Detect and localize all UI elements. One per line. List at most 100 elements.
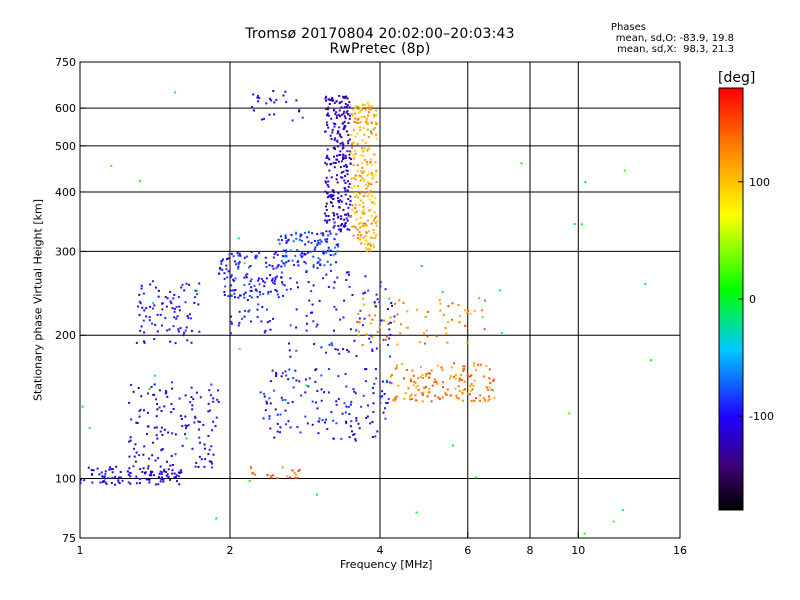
data-point [338,201,341,204]
data-point [165,305,168,308]
data-point [332,194,335,197]
data-point [380,319,383,322]
data-point [257,94,260,97]
data-point [179,414,182,417]
data-point [348,106,351,109]
data-point [362,195,365,198]
data-point [190,341,193,344]
data-point [256,295,259,298]
data-point [236,252,239,255]
data-point [335,154,338,157]
data-point [324,418,327,421]
data-point [353,211,356,214]
data-point [294,369,297,372]
data-point [310,241,313,244]
data-point [356,105,359,108]
data-point [270,476,273,479]
data-point [363,115,366,118]
data-point [174,91,177,94]
data-point [292,240,295,243]
data-point [332,109,335,112]
data-point [351,208,354,211]
data-point [350,420,353,423]
data-point [326,114,329,117]
data-point [324,190,327,193]
data-point [280,396,283,399]
data-point [157,457,160,460]
data-point [452,444,455,447]
data-point [280,239,283,242]
data-point [447,321,450,324]
data-point [134,460,137,463]
data-point [393,315,396,318]
data-point [343,127,346,130]
data-point [127,481,130,484]
data-point [375,293,378,296]
data-point [342,112,345,115]
data-point [327,185,330,188]
data-point [163,470,166,473]
data-point [227,295,230,298]
data-point [324,130,327,133]
data-point [258,277,261,280]
data-point [332,419,335,422]
data-point [367,114,370,117]
data-point [328,169,331,172]
data-point [139,302,142,305]
data-point [185,437,188,440]
data-point [459,315,462,318]
data-point [255,289,258,292]
data-point [457,397,460,400]
data-point [333,125,336,128]
data-point [244,309,247,312]
data-point [455,396,458,399]
data-point [339,228,342,231]
data-point [349,150,352,153]
data-point [156,313,159,316]
data-point [233,292,236,295]
colorbar-tick-label: 100 [749,176,770,189]
data-point [283,264,286,267]
data-point [153,426,156,429]
data-point [273,282,276,285]
data-point [466,392,469,395]
data-point [622,509,625,512]
data-point [457,303,460,306]
data-point [468,393,471,396]
data-point [580,223,583,226]
data-point [364,234,367,237]
data-point [370,173,373,176]
data-point [164,317,167,320]
data-point [281,281,284,284]
data-point [196,289,199,292]
data-point [151,322,154,325]
data-point [254,289,257,292]
data-point [105,482,108,485]
data-point [374,153,377,156]
data-point [336,181,339,184]
data-point [393,320,396,323]
data-point [178,309,181,312]
data-point [287,420,290,423]
data-point [172,408,175,411]
data-point [309,250,312,253]
data-point [104,473,107,476]
data-point [388,337,391,340]
x-tick-label: 6 [464,544,471,557]
data-point [372,128,375,131]
data-point [238,347,241,350]
data-point [375,377,378,380]
data-point [326,196,329,199]
data-point [362,303,365,306]
data-point [405,326,408,329]
data-point [332,189,335,192]
data-point [366,174,369,177]
data-point [140,325,143,328]
data-point [375,169,378,172]
data-point [204,458,207,461]
data-point [327,368,330,371]
data-point [307,385,310,388]
data-point [301,254,304,257]
data-point [355,329,358,332]
data-point [330,342,333,345]
